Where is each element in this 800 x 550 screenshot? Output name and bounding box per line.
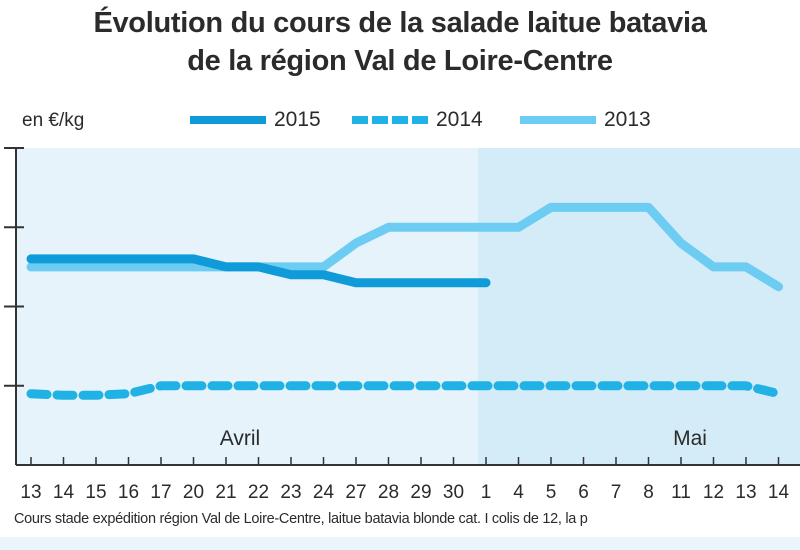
- x-tick-label: 20: [183, 482, 204, 503]
- legend-label-2013: 2013: [604, 108, 651, 131]
- x-tick-label: 4: [513, 482, 524, 503]
- x-tick-label: 29: [410, 482, 431, 503]
- x-tick-label: 5: [546, 482, 557, 503]
- x-tick-label: 11: [671, 482, 691, 503]
- bottom-band: [0, 537, 800, 550]
- x-tick-label: 17: [150, 482, 171, 503]
- x-tick-label: 30: [443, 482, 464, 503]
- y-axis-unit-label: en €/kg: [22, 110, 85, 131]
- x-tick-label: 12: [703, 482, 724, 503]
- x-tick-label: 14: [768, 482, 790, 503]
- x-tick-label: 21: [215, 482, 236, 503]
- series-line-2015: [26, 254, 491, 288]
- x-tick-label: 23: [280, 482, 301, 503]
- plot-bg-april: [16, 148, 478, 465]
- x-tick-label: 13: [20, 482, 41, 503]
- x-tick-label: 27: [345, 482, 366, 503]
- x-tick-label: 7: [611, 482, 622, 503]
- legend-label-2014: 2014: [436, 108, 483, 131]
- x-tick-label: 13: [735, 482, 756, 503]
- legend-swatch-2015: [190, 116, 266, 124]
- chart-title-line1: Évolution du cours de la salade laitue b…: [93, 7, 707, 39]
- legend-swatch-2013: [520, 116, 596, 124]
- chart-title-line2: de la région Val de Loire-Centre: [187, 45, 613, 77]
- x-tick-label: 1: [481, 482, 492, 503]
- x-tick-label: 22: [248, 482, 269, 503]
- footnote: Cours stade expédition région Val de Loi…: [14, 511, 588, 527]
- chart-title: Évolution du cours de la salade laitue b…: [0, 4, 800, 80]
- legend-label-2015: 2015: [274, 108, 321, 131]
- series-line-2013: [26, 202, 783, 292]
- x-tick-label: 14: [53, 482, 75, 503]
- x-tick-label: 8: [643, 482, 654, 503]
- month-label-avril: Avril: [220, 427, 260, 450]
- x-tick-label: 24: [313, 482, 335, 503]
- x-tick-label: 15: [85, 482, 106, 503]
- x-tick-label: 16: [118, 482, 139, 503]
- legend-swatch-2014: [352, 116, 428, 124]
- month-label-mai: Mai: [673, 427, 707, 450]
- series-line-2014: [26, 381, 783, 400]
- line-chart: 13 14 15 16 17 20 21 22 23 24 27 28 29 30 1 4 5 6 7 8 11 12 13…: [4, 147, 800, 503]
- x-tick-label: 6: [578, 482, 589, 503]
- x-tick-label: 28: [378, 482, 399, 503]
- plot-bg-may: [478, 148, 800, 465]
